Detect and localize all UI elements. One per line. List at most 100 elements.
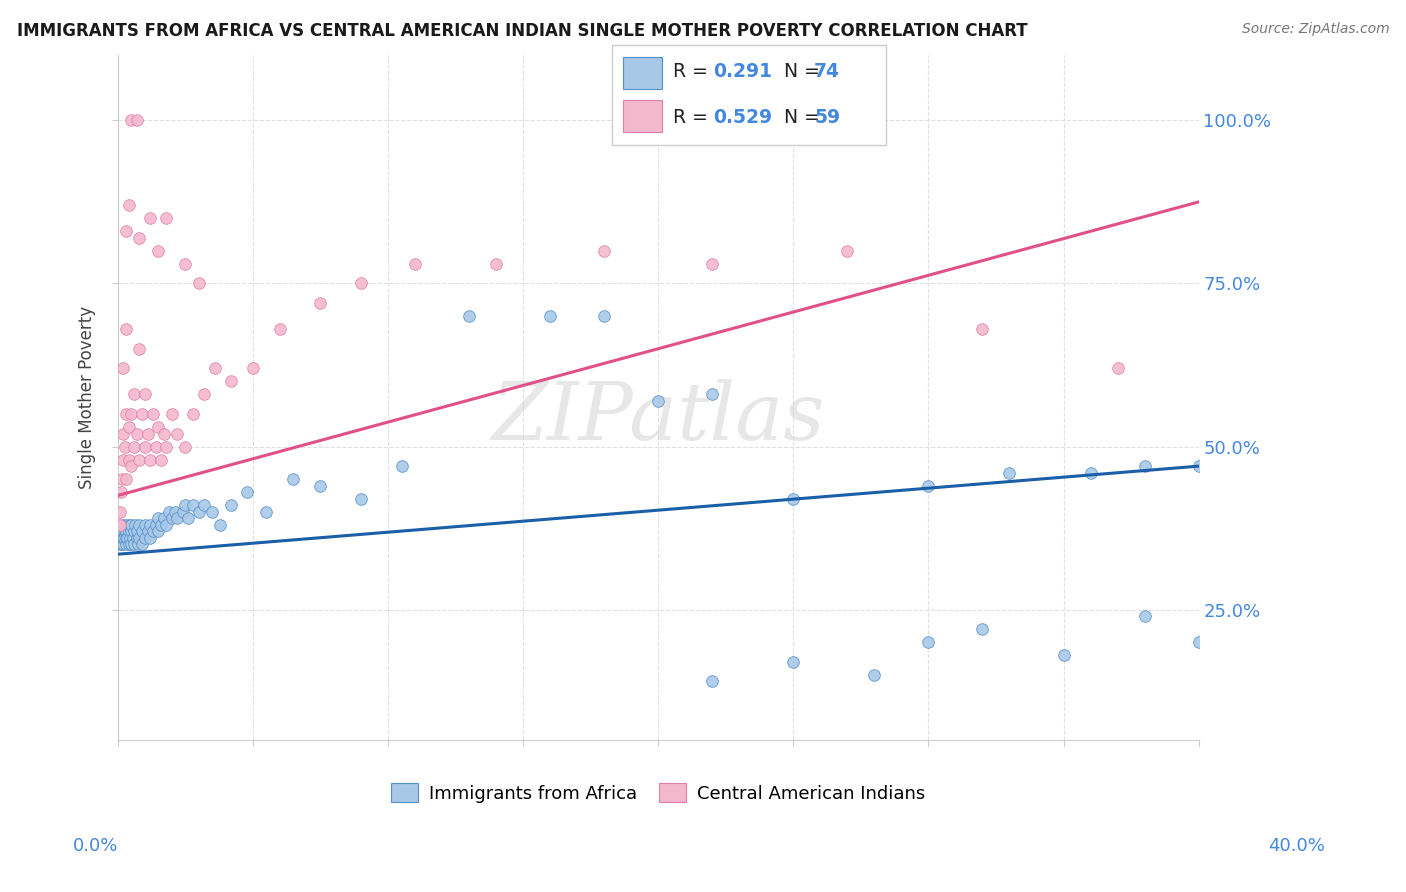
- Point: [972, 322, 994, 336]
- Point: [124, 517, 146, 532]
- Text: IMMIGRANTS FROM AFRICA VS CENTRAL AMERICAN INDIAN SINGLE MOTHER POVERTY CORRELAT: IMMIGRANTS FROM AFRICA VS CENTRAL AMERIC…: [17, 22, 1028, 40]
- Point: [209, 517, 232, 532]
- Point: [145, 440, 167, 454]
- Text: 0.291: 0.291: [713, 62, 772, 81]
- Point: [112, 517, 135, 532]
- Point: [110, 505, 132, 519]
- Point: [134, 517, 156, 532]
- Point: [593, 244, 616, 258]
- Text: ZIPatlas: ZIPatlas: [492, 379, 825, 457]
- Text: 40.0%: 40.0%: [1268, 837, 1324, 855]
- Point: [219, 375, 242, 389]
- Point: [117, 537, 139, 551]
- Point: [115, 224, 138, 238]
- Point: [139, 517, 162, 532]
- Point: [1188, 459, 1211, 474]
- Point: [112, 426, 135, 441]
- Point: [183, 498, 205, 512]
- Point: [112, 531, 135, 545]
- Point: [269, 322, 291, 336]
- Text: Source: ZipAtlas.com: Source: ZipAtlas.com: [1241, 22, 1389, 37]
- Point: [142, 524, 165, 539]
- Point: [157, 505, 180, 519]
- Point: [115, 472, 138, 486]
- Point: [917, 635, 939, 649]
- Point: [115, 322, 138, 336]
- Point: [148, 511, 170, 525]
- Point: [111, 524, 134, 539]
- Point: [117, 198, 139, 212]
- Point: [647, 393, 669, 408]
- Point: [117, 531, 139, 545]
- Point: [120, 459, 142, 474]
- Point: [1107, 361, 1129, 376]
- Point: [128, 531, 150, 545]
- Point: [166, 426, 188, 441]
- Point: [128, 342, 150, 356]
- Point: [972, 622, 994, 636]
- Point: [863, 668, 886, 682]
- Point: [131, 407, 153, 421]
- Point: [120, 537, 142, 551]
- Point: [136, 524, 159, 539]
- Point: [174, 257, 197, 271]
- Text: 0.0%: 0.0%: [73, 837, 118, 855]
- Point: [118, 517, 141, 532]
- Point: [702, 674, 724, 689]
- Point: [283, 472, 305, 486]
- Point: [172, 505, 194, 519]
- Text: 0.529: 0.529: [713, 108, 772, 128]
- Legend: Immigrants from Africa, Central American Indians: Immigrants from Africa, Central American…: [384, 776, 932, 810]
- Point: [120, 524, 142, 539]
- Point: [702, 387, 724, 401]
- Point: [108, 517, 131, 532]
- Point: [148, 524, 170, 539]
- Point: [152, 426, 174, 441]
- Point: [127, 537, 149, 551]
- Point: [155, 211, 177, 226]
- Point: [148, 420, 170, 434]
- Text: 59: 59: [814, 108, 841, 128]
- Point: [1133, 459, 1156, 474]
- Point: [125, 426, 148, 441]
- Point: [242, 361, 264, 376]
- Point: [219, 498, 242, 512]
- Point: [117, 420, 139, 434]
- Point: [391, 459, 413, 474]
- Point: [108, 537, 131, 551]
- Point: [187, 277, 209, 291]
- Point: [998, 466, 1021, 480]
- Point: [204, 361, 226, 376]
- Point: [148, 244, 170, 258]
- Point: [177, 511, 200, 525]
- Point: [122, 440, 145, 454]
- Point: [120, 407, 142, 421]
- Point: [538, 309, 561, 323]
- Point: [118, 531, 141, 545]
- Point: [111, 537, 134, 551]
- Point: [152, 511, 174, 525]
- Point: [117, 452, 139, 467]
- Point: [150, 517, 173, 532]
- Point: [458, 309, 481, 323]
- Point: [110, 537, 132, 551]
- Point: [183, 407, 205, 421]
- Point: [1188, 635, 1211, 649]
- Point: [485, 257, 508, 271]
- Point: [115, 517, 138, 532]
- Point: [115, 531, 138, 545]
- Point: [115, 407, 138, 421]
- Point: [121, 531, 143, 545]
- Point: [782, 655, 804, 669]
- Point: [117, 524, 139, 539]
- Point: [139, 531, 162, 545]
- Point: [1052, 648, 1074, 663]
- Point: [702, 257, 724, 271]
- Text: R =: R =: [673, 108, 714, 128]
- Point: [112, 452, 135, 467]
- Point: [139, 211, 162, 226]
- Point: [114, 524, 136, 539]
- Point: [128, 452, 150, 467]
- Point: [112, 361, 135, 376]
- Point: [122, 387, 145, 401]
